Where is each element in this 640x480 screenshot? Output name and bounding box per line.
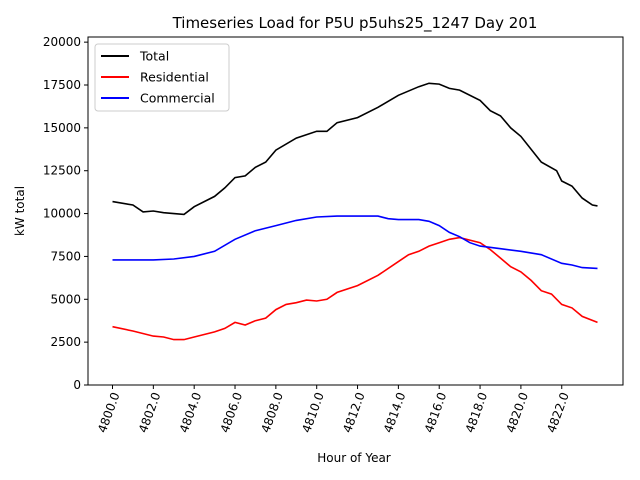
y-tick-label: 0 (73, 378, 81, 392)
x-tick-label: 4802.0 (136, 390, 164, 434)
plot-frame (87, 36, 624, 386)
legend-label: Residential (140, 70, 209, 85)
y-tick-label: 10000 (43, 207, 81, 221)
x-tick-label: 4818.0 (463, 390, 491, 434)
x-tick-label: 4800.0 (95, 390, 123, 434)
legend-label: Total (139, 49, 169, 64)
y-tick-label: 20000 (43, 35, 81, 49)
legend: Total Residential Commercial (94, 43, 230, 112)
y-axis-label: kW total (13, 186, 27, 236)
legend-box (94, 43, 230, 112)
x-tick-label: 4822.0 (544, 390, 572, 434)
chart-title: Timeseries Load for P5U p5uhs25_1247 Day… (172, 14, 538, 33)
y-tick-label: 15000 (43, 121, 81, 135)
x-tick-label: 4820.0 (503, 390, 531, 434)
y-tick-label: 17500 (43, 78, 81, 92)
y-tick-label: 5000 (50, 292, 81, 306)
x-tick-label: 4804.0 (177, 390, 205, 434)
y-tick-label: 7500 (50, 249, 81, 263)
y-tick-label: 2500 (50, 335, 81, 349)
x-tick-label: 4812.0 (340, 390, 368, 434)
x-tick-label: 4810.0 (299, 390, 327, 434)
x-tick-label: 4814.0 (381, 390, 409, 434)
series-line-commercial (112, 215, 598, 270)
series-line-total (112, 82, 598, 216)
legend-label: Commercial (140, 91, 215, 106)
y-tick-label: 12500 (43, 164, 81, 178)
x-tick-label: 4806.0 (218, 390, 246, 434)
x-tick-label: 4808.0 (258, 390, 286, 434)
x-tick-label: 4816.0 (422, 390, 450, 434)
x-axis-label: Hour of Year (317, 451, 391, 465)
series-line-residential (112, 236, 598, 341)
